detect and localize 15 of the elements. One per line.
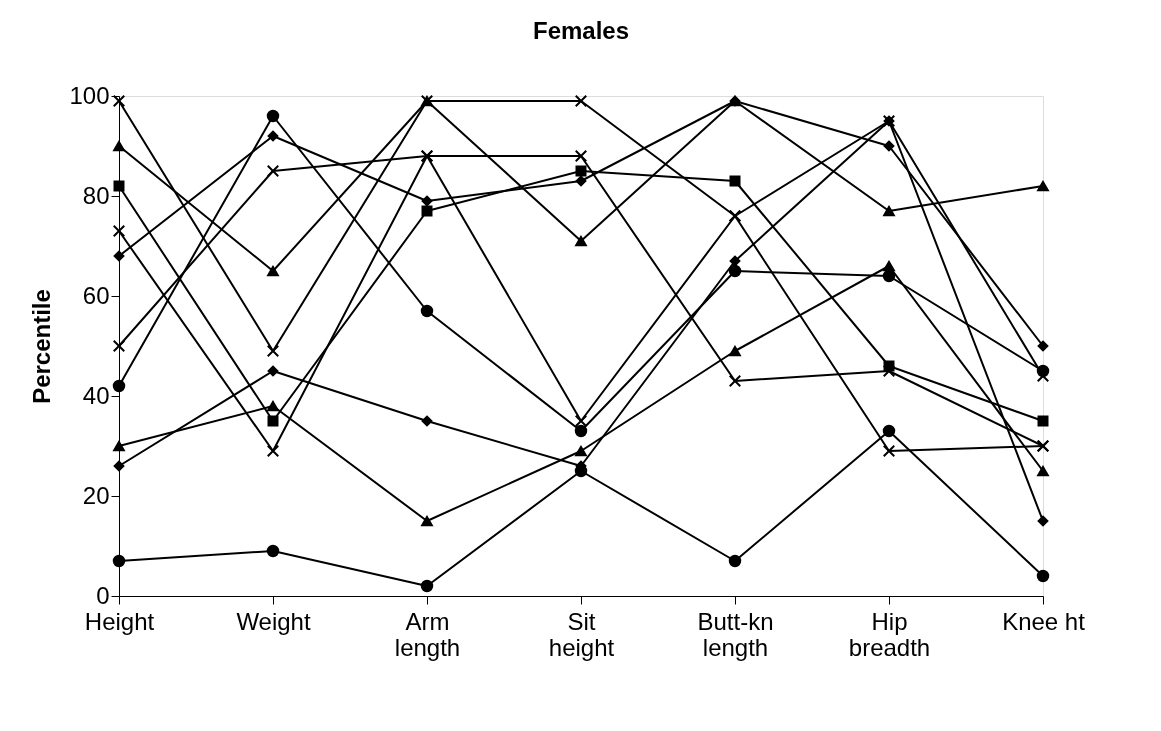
y-tick-label: 40 xyxy=(82,381,110,409)
x-tick-label: Knee ht xyxy=(1002,607,1086,635)
x-tick-label: Hip breadth xyxy=(848,607,931,661)
chart-title: Females xyxy=(532,17,630,44)
x-tick-label: Weight xyxy=(236,607,311,635)
x-tick-label: Height xyxy=(84,607,155,635)
x-tick-label: Butt-kn length xyxy=(697,607,774,661)
y-tick-label: 0 xyxy=(96,581,110,609)
y-tick-label: 100 xyxy=(69,81,110,109)
x-tick-label: Sit height xyxy=(548,607,615,661)
y-axis-title: Percentile xyxy=(28,289,56,404)
y-tick-label: 80 xyxy=(82,181,110,209)
y-tick-label: 60 xyxy=(82,281,110,309)
x-tick-label: Arm length xyxy=(394,607,461,661)
y-tick-label: 20 xyxy=(82,481,110,509)
